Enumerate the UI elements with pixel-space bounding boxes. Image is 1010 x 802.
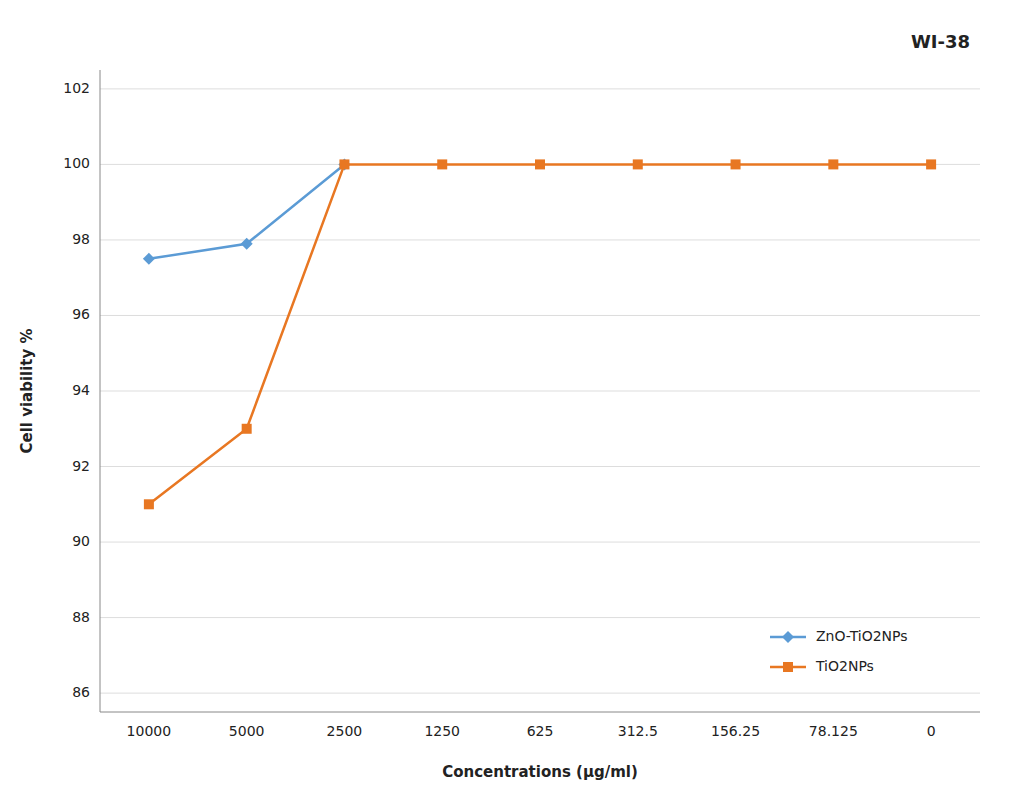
x-tick-label: 1250: [424, 723, 460, 739]
x-tick-label: 10000: [127, 723, 172, 739]
legend-label: TiO2NPs: [815, 658, 874, 674]
data-point: [535, 159, 545, 169]
x-axis-line: [100, 712, 980, 713]
grid-line: [100, 239, 980, 240]
data-point: [731, 159, 741, 169]
x-axis-label: Concentrations (μg/ml): [442, 763, 638, 781]
grid: [100, 89, 980, 693]
y-tick-label: 88: [72, 609, 90, 625]
data-point: [143, 253, 155, 265]
y-tick-label: 98: [72, 231, 90, 247]
data-point: [338, 158, 350, 170]
grid-line: [100, 88, 980, 89]
data-point: [633, 159, 643, 169]
x-tick-label: 78.125: [809, 723, 858, 739]
y-tick-label: 102: [63, 80, 90, 96]
data-point: [241, 238, 253, 250]
chart: 86 88 90 92 94 96 98 100 102 10000 5000 2500 1250 625…: [0, 0, 1010, 802]
y-axis-label: Cell viability %: [18, 328, 36, 453]
y-tick-label: 86: [72, 684, 90, 700]
grid-line: [100, 542, 980, 543]
x-tick-label: 625: [527, 723, 554, 739]
x-tick-label: 5000: [229, 723, 265, 739]
data-point: [926, 159, 936, 169]
data-point: [828, 159, 838, 169]
data-point: [437, 159, 447, 169]
series-line: [149, 164, 931, 504]
x-tick-label: 0: [927, 723, 936, 739]
legend-marker: [783, 662, 793, 672]
grid-line: [100, 466, 980, 467]
grid-line: [100, 617, 980, 618]
y-axis-line: [100, 70, 101, 712]
chart-container: 86 88 90 92 94 96 98 100 102 10000 5000 2500 1250 625…: [0, 0, 1010, 802]
grid-line: [100, 391, 980, 392]
x-tick-label: 156.25: [711, 723, 760, 739]
legend-label: ZnO-TiO2NPs: [816, 628, 908, 644]
data-point: [339, 159, 349, 169]
data-point: [242, 424, 252, 434]
legend: ZnO-TiO2NPs TiO2NPs: [770, 628, 908, 674]
title: WI-38: [911, 31, 970, 52]
grid-line: [100, 693, 980, 694]
grid-line: [100, 315, 980, 316]
x-tick-label: 312.5: [618, 723, 658, 739]
data-layer: [143, 158, 936, 509]
legend-marker: [782, 631, 794, 643]
data-point: [144, 499, 154, 509]
x-tick-label: 2500: [327, 723, 363, 739]
y-tick-label: 90: [72, 533, 90, 549]
y-tick-label: 100: [63, 155, 90, 171]
y-tick-label: 92: [72, 458, 90, 474]
y-tick-label: 96: [72, 306, 90, 322]
y-tick-label: 94: [72, 382, 90, 398]
